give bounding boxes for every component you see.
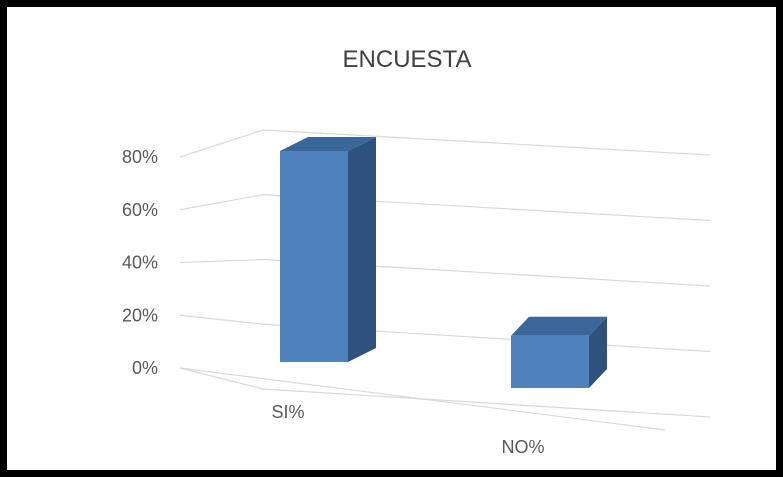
bar-side	[589, 316, 607, 388]
bar-front	[280, 151, 348, 362]
gridline	[179, 367, 711, 418]
x-category-label: NO%	[501, 437, 544, 457]
bar-front	[511, 335, 589, 388]
bar-no	[511, 316, 607, 388]
bar-top	[511, 316, 607, 336]
y-tick-label: 0%	[132, 358, 158, 378]
y-tick-label: 20%	[122, 305, 158, 325]
x-axis-categories: SI% NO%	[271, 402, 544, 457]
bars	[280, 137, 607, 388]
y-tick-label: 40%	[122, 253, 158, 273]
gridline	[179, 129, 711, 158]
y-tick-label: 80%	[122, 147, 158, 167]
y-tick-label: 60%	[122, 200, 158, 220]
bar-top	[280, 137, 376, 151]
y-axis-ticks: 0% 20% 40% 60% 80%	[122, 147, 158, 378]
bar-si	[280, 137, 376, 362]
x-category-label: SI%	[271, 402, 304, 422]
chart-title: ENCUESTA	[343, 46, 472, 73]
gridline	[179, 258, 711, 287]
floor-edge	[179, 367, 666, 431]
bar-side	[348, 137, 376, 362]
gridlines	[179, 129, 711, 431]
gridline	[179, 194, 711, 222]
